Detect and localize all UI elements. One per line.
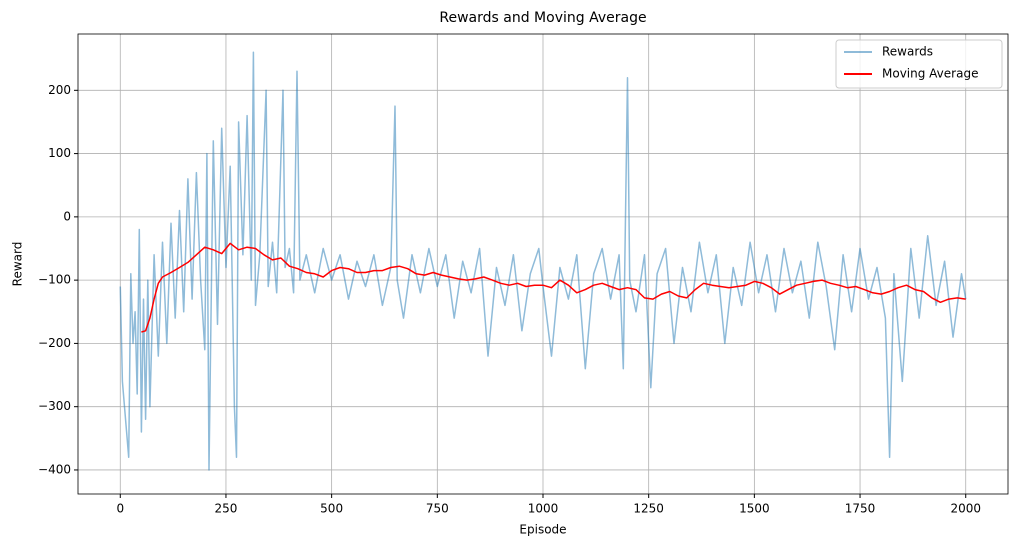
y-tick-label: 200 (48, 83, 71, 97)
x-tick-label: 1250 (633, 502, 664, 516)
series-line (119, 51, 967, 471)
y-tick-label: 100 (48, 146, 71, 160)
y-tick-label: 0 (63, 209, 71, 223)
x-axis-label: Episode (519, 523, 566, 537)
plot-frame (77, 33, 1009, 495)
x-tick-label: 1000 (528, 502, 559, 516)
x-tick-label: 2000 (950, 502, 981, 516)
series-line (141, 242, 966, 333)
legend-label: Rewards (882, 45, 933, 59)
y-tick-label: −100 (38, 273, 71, 287)
x-tick-label: 250 (215, 502, 238, 516)
x-tick-label: 1500 (739, 502, 770, 516)
x-tick-label: 500 (320, 502, 343, 516)
x-tick-label: 1750 (845, 502, 876, 516)
legend-box (835, 39, 1003, 89)
y-axis-label: Reward (11, 242, 25, 287)
legend-label: Moving Average (882, 67, 978, 81)
x-tick-label: 750 (426, 502, 449, 516)
y-tick-label: −200 (38, 336, 71, 350)
y-tick-label: −400 (38, 462, 71, 476)
chart-title: Rewards and Moving Average (439, 10, 646, 26)
y-tick-label: −300 (38, 399, 71, 413)
x-tick-label: 0 (116, 502, 124, 516)
